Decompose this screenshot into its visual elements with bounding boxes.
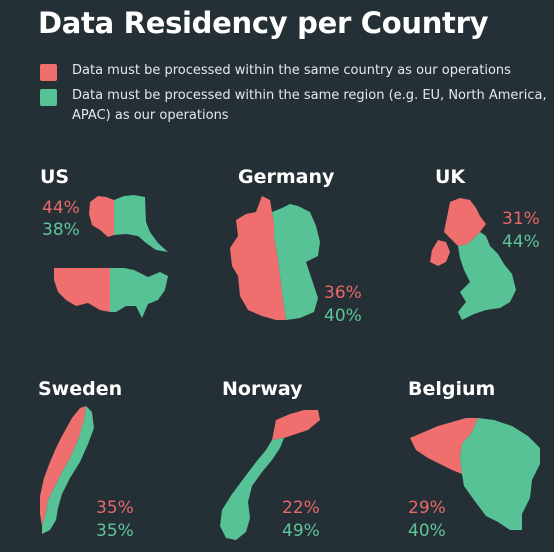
map-norway [220, 410, 320, 540]
map-norway-green [220, 438, 284, 540]
map-uk [430, 198, 516, 320]
map-sweden-red [40, 406, 86, 526]
value-norway-same-country: 22% [282, 498, 320, 518]
legend-swatch-country [40, 64, 57, 81]
value-uk-same-region: 44% [502, 232, 540, 252]
map-germany-red [230, 196, 286, 320]
value-germany-same-region: 40% [324, 306, 362, 326]
map-sweden [40, 406, 94, 534]
map-us-alaska-green [114, 195, 168, 252]
value-belgium-same-country: 29% [408, 498, 446, 518]
map-us-mainland-green [110, 268, 168, 318]
country-name-belgium: Belgium [408, 378, 496, 400]
map-uk-ireland [430, 240, 450, 266]
map-sweden-green [42, 406, 94, 534]
legend-label-country: Data must be processed within the same c… [72, 63, 511, 78]
country-name-us: US [40, 166, 70, 188]
value-sweden-same-region: 35% [96, 521, 134, 541]
map-norway-red [272, 410, 320, 440]
value-sweden-same-country: 35% [96, 498, 134, 518]
country-name-uk: UK [435, 166, 466, 188]
country-name-norway: Norway [222, 378, 303, 400]
map-germany [230, 196, 320, 320]
map-us [54, 195, 168, 318]
map-us-mainland-red [54, 268, 110, 312]
map-uk-red [444, 198, 486, 246]
page-title: Data Residency per Country [38, 6, 489, 40]
value-belgium-same-region: 40% [408, 521, 446, 541]
value-us-same-country: 44% [42, 198, 80, 218]
value-uk-same-country: 31% [502, 209, 540, 229]
legend-swatch-region [40, 89, 57, 106]
value-us-same-region: 38% [42, 220, 80, 240]
map-belgium [410, 418, 540, 530]
map-us-alaska-red [89, 196, 114, 237]
map-germany-green [272, 204, 320, 320]
value-norway-same-region: 49% [282, 521, 320, 541]
country-name-germany: Germany [238, 166, 335, 188]
value-germany-same-country: 36% [324, 283, 362, 303]
map-uk-green [458, 232, 516, 320]
map-belgium-green [460, 418, 540, 530]
map-belgium-red [410, 418, 478, 474]
legend-label-region: Data must be processed within the same r… [72, 88, 547, 123]
country-name-sweden: Sweden [38, 378, 123, 400]
